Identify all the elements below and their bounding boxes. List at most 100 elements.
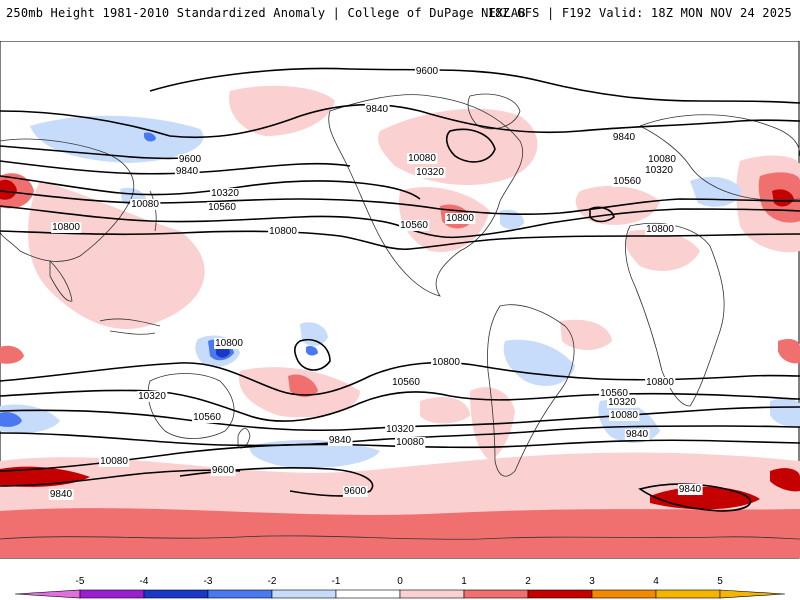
colorbar-swatch-min <box>14 589 81 599</box>
contour-9600-asia <box>0 145 201 160</box>
contour-label: 9600 <box>212 465 235 476</box>
colorbar-tick-label: 1 <box>461 576 467 587</box>
contour-9600-s <box>179 467 374 497</box>
colorbar-tick-label: 3 <box>589 576 595 587</box>
contour-label-halo <box>599 388 630 399</box>
contour-label: 10080 <box>408 153 436 164</box>
contour-label-halo <box>611 132 637 143</box>
colorbar-tick-label: -4 <box>140 576 149 587</box>
contour-label: 9840 <box>679 484 702 495</box>
contour-label: 10800 <box>646 377 674 388</box>
contour-label: 10320 <box>608 397 636 408</box>
contour-label: 10080 <box>610 410 638 421</box>
coastlines <box>0 93 800 540</box>
anomaly-plus1-north-pacific <box>229 85 335 136</box>
contour-label: 9840 <box>50 489 73 500</box>
contour-label: 10320 <box>211 188 239 199</box>
contour-label: 10560 <box>392 377 420 388</box>
contour-label-halo <box>327 435 353 446</box>
contour-label-halo <box>99 456 130 467</box>
colorbar-tick-label: -3 <box>204 576 213 587</box>
contour-label-halo <box>391 377 422 388</box>
coast-greenland <box>467 93 521 130</box>
anomaly-plus1-west-pacific <box>28 181 205 330</box>
coast-indonesia <box>99 318 161 335</box>
colorbar-tick-label: 0 <box>397 576 403 587</box>
colorbar-swatch <box>527 589 593 599</box>
coast-north-america <box>328 94 524 297</box>
contour-10320-south <box>0 406 800 432</box>
colorbar-tick-label: -5 <box>76 576 85 587</box>
contour-label-halo <box>210 465 236 476</box>
contour-9600-sw <box>0 469 241 487</box>
contour-label-halo <box>607 397 638 408</box>
colorbar-swatch <box>79 589 145 599</box>
contour-9840-north <box>0 103 800 139</box>
contour-label: 9600 <box>344 486 367 497</box>
colorbar-swatch <box>271 589 337 599</box>
contour-label-halo <box>407 153 438 164</box>
anomaly-plus2-tasman <box>288 374 318 397</box>
contour-label-halo <box>645 224 676 235</box>
anomaly-plus2-west-sp <box>0 345 24 364</box>
colorbar-tick-label: -1 <box>332 576 341 587</box>
anomaly-plus2-east-sp <box>778 339 800 364</box>
colorbar-swatches <box>14 589 786 599</box>
contour-label-halo <box>414 66 440 77</box>
contour-label-halo <box>364 104 390 115</box>
contour-label: 9840 <box>613 132 636 143</box>
colorbar-swatch <box>143 589 209 599</box>
contour-label-halo <box>214 338 245 349</box>
anomaly-plus1-africa <box>625 229 700 271</box>
anomaly-plus1-south-pacific-east <box>420 396 470 424</box>
colorbar-swatch <box>335 589 401 599</box>
coast-australia <box>147 373 235 439</box>
colorbar-tick-label: 2 <box>525 576 531 587</box>
contour-label: 9840 <box>626 429 649 440</box>
anomaly-shading <box>0 85 800 558</box>
anomaly-minus1-south-pacific-band <box>249 439 380 468</box>
anomaly-map: 9600 9840 9840 9600 9840 10080 10320 105… <box>0 41 800 559</box>
anomaly-minus2-south-pacific <box>306 345 318 356</box>
contour-label: 10800 <box>215 338 243 349</box>
coast-south-america <box>487 304 575 477</box>
contour-label-halo <box>399 220 430 231</box>
contour-closed-tasman <box>294 339 331 371</box>
contour-label-halo <box>48 489 74 500</box>
anomaly-minus2-west-south <box>0 412 22 427</box>
colorbar-swatch <box>463 589 529 599</box>
contour-label: 10560 <box>613 176 641 187</box>
contour-label-halo <box>192 412 223 423</box>
contour-label: 10800 <box>52 222 80 233</box>
contour-label-halo <box>415 167 446 178</box>
contour-closed-atl <box>589 206 615 223</box>
contour-label: 10080 <box>648 154 676 165</box>
contour-label: 10560 <box>400 220 428 231</box>
contour-labels: 9600 9840 9840 9600 9840 10080 10320 105… <box>48 66 703 500</box>
anomaly-plus3-south-east <box>770 468 800 492</box>
contour-label-halo <box>210 188 241 199</box>
colorbar-tick-label: 5 <box>717 576 723 587</box>
anomaly-colorbar: -5 -4 -3 -2 -1 0 1 2 3 4 5 <box>14 576 786 599</box>
anomaly-minus1-south-america <box>503 339 575 386</box>
contour-closed-north-atlantic <box>445 128 496 163</box>
contour-label-halo <box>612 176 643 187</box>
anomaly-plus3-east-core <box>772 189 794 207</box>
contour-label-halo <box>268 226 299 237</box>
colorbar-ticks: -5 -4 -3 -2 -1 0 1 2 3 4 5 <box>76 576 724 587</box>
contour-label: 9840 <box>176 166 199 177</box>
contour-label: 10320 <box>645 165 673 176</box>
anomaly-minus1-north-pacific <box>30 115 204 163</box>
contour-label: 10080 <box>396 437 424 448</box>
contour-label-halo <box>174 166 200 177</box>
contour-label: 10560 <box>208 202 236 213</box>
contour-label-halo <box>395 437 426 448</box>
contour-label: 9600 <box>416 66 439 77</box>
contour-label-halo <box>609 410 640 421</box>
anomaly-plus3-south-indian <box>650 486 760 510</box>
anomaly-plus3-west-core <box>0 179 17 200</box>
contour-label: 10560 <box>193 412 221 423</box>
contour-label-halo <box>645 377 676 388</box>
coast-africa <box>625 223 725 407</box>
colorbar-tick-label: -2 <box>268 576 277 587</box>
